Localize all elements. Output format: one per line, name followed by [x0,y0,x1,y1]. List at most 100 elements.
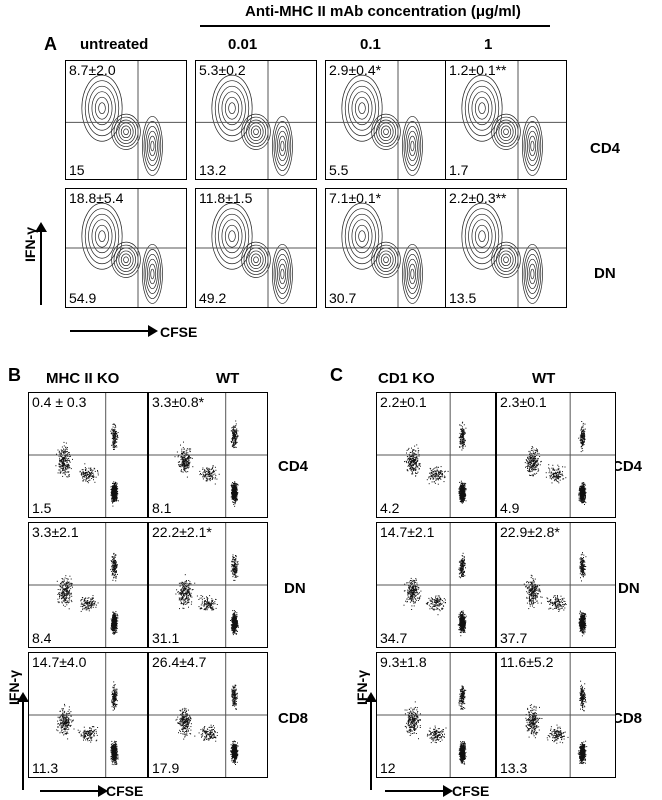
event-dot [212,465,214,467]
event-dot [89,472,91,474]
event-dot [213,470,215,472]
event-dot [116,625,118,627]
event-dot [94,603,96,605]
event-dot [112,746,114,748]
event-dot [117,488,119,490]
event-dot [80,610,82,612]
event-dot [112,565,114,567]
event-dot [232,497,234,499]
event-dot [234,626,236,628]
event-dot [181,450,183,452]
event-dot [116,751,118,753]
event-dot [181,460,183,462]
event-dot [182,447,184,449]
event-dot [236,571,238,573]
event-dot [116,497,118,499]
event-dot [111,744,113,746]
contour-line [528,263,537,285]
event-dot [231,619,233,621]
event-dot [115,485,117,487]
event-dot [184,583,185,585]
event-dot [113,755,114,757]
contour-line [221,219,243,254]
contour-line [218,85,246,131]
event-dot [233,561,235,563]
event-dot [113,565,115,567]
event-dot [233,568,235,570]
event-dot [88,475,90,477]
event-dot [67,453,69,455]
event-dot [65,587,67,589]
contour-line [243,244,269,275]
event-dot [87,607,89,609]
event-dot [68,474,70,476]
contour-line [373,116,399,147]
event-dot [57,601,59,603]
event-dot [216,604,218,605]
event-dot [57,730,59,732]
event-dot [113,491,114,493]
flow-plot-graphic [326,189,446,307]
event-dot [91,600,93,602]
contour-line [530,268,535,280]
event-dot [59,471,61,473]
event-dot [64,588,66,590]
event-dot [205,474,206,476]
event-dot [116,629,117,631]
event-dot [184,574,186,576]
event-dot [62,709,64,711]
event-dot [183,468,185,470]
event-dot [211,609,213,611]
contour-line [471,219,493,254]
event-dot [179,598,181,600]
event-dot [232,557,234,559]
event-dot [177,591,179,593]
contour-line [525,125,540,166]
event-dot [64,460,66,462]
event-dot [234,569,236,571]
event-dot [65,583,67,585]
event-dot [111,623,113,624]
event-dot [65,468,66,470]
event-dot [112,626,114,628]
event-dot [61,578,63,579]
event-dot [187,452,189,454]
event-dot [187,602,189,604]
event-dot [235,441,237,443]
event-dot [186,598,188,600]
event-dot [112,430,114,432]
event-dot [88,597,90,599]
event-dot [91,469,92,471]
event-dot [232,573,234,575]
event-dot [115,750,117,751]
event-dot [112,500,114,502]
event-dot [179,608,180,610]
event-dot [115,570,117,572]
event-dot [185,591,187,593]
event-dot [113,618,115,620]
event-dot [115,482,117,483]
event-dot [114,569,116,571]
contour-line [408,263,417,285]
event-dot [236,441,238,443]
event-dot [116,492,118,493]
event-dot [234,431,236,433]
event-dot [176,589,178,591]
event-dot [231,489,233,491]
event-dot [188,583,190,585]
event-dot [86,603,88,605]
event-dot [115,560,116,561]
event-dot [208,473,210,474]
event-dot [236,483,238,485]
event-dot [82,607,84,609]
event-dot [235,493,237,494]
event-dot [237,626,239,628]
event-dot [233,436,235,438]
event-dot [64,577,66,579]
event-dot [67,459,69,461]
event-dot [235,566,236,568]
event-dot [199,607,201,609]
event-dot [233,491,235,493]
event-dot [237,483,238,485]
event-dot [232,437,234,439]
